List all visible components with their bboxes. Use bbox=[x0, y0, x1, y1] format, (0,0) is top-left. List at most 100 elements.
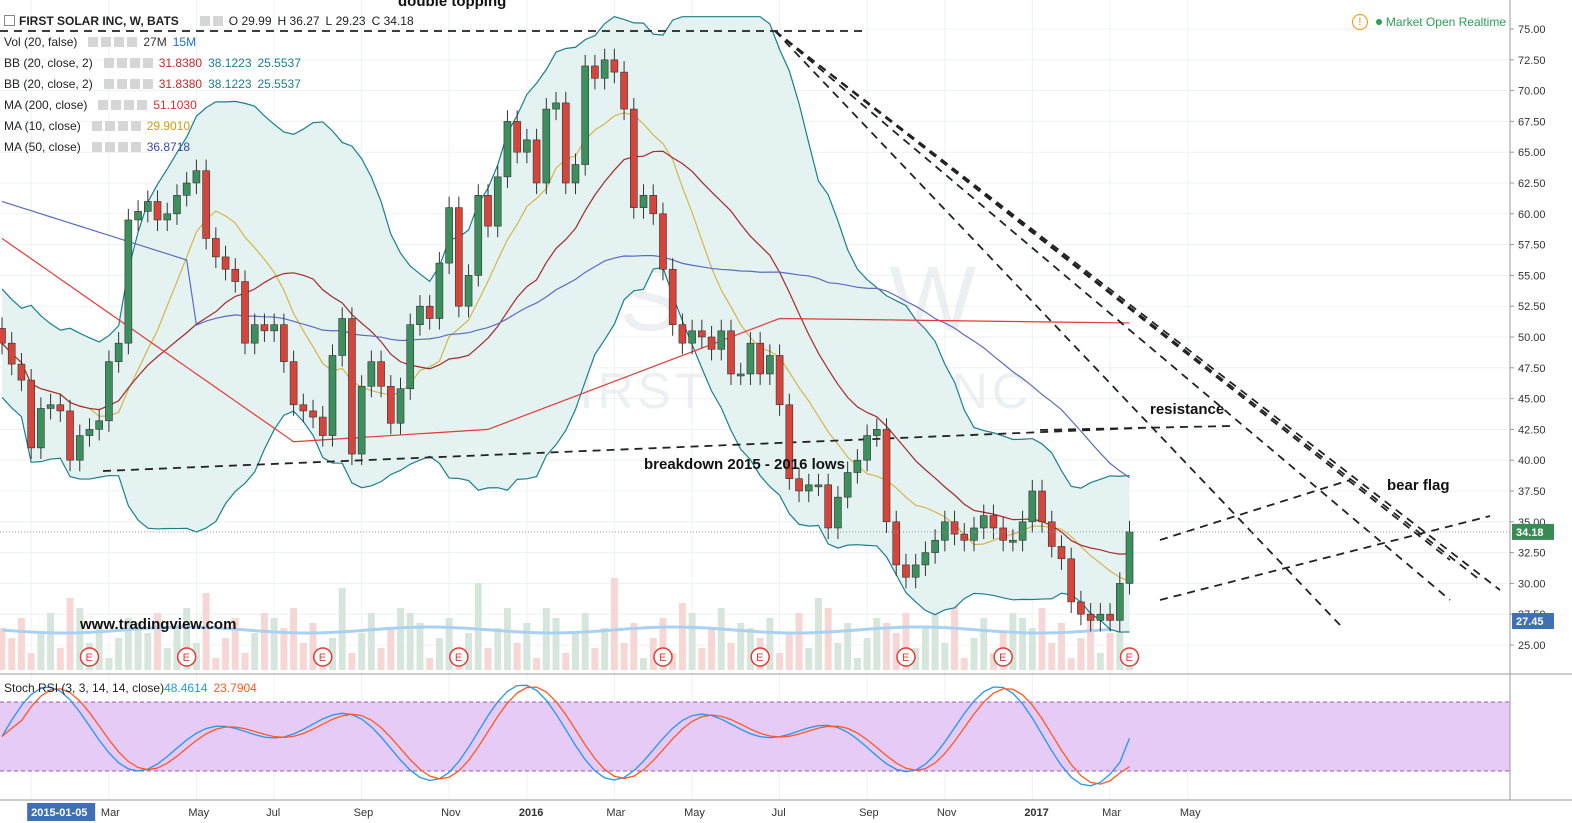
volume-bar bbox=[163, 648, 171, 670]
eye-icon[interactable] bbox=[104, 141, 115, 152]
close-icon[interactable] bbox=[137, 99, 148, 110]
legend-label[interactable]: MA (50, close) bbox=[4, 139, 81, 154]
volume-bar bbox=[912, 648, 920, 670]
add-icon[interactable] bbox=[117, 141, 128, 152]
legend-controls[interactable] bbox=[85, 36, 138, 47]
earnings-marker-label: E bbox=[85, 652, 92, 664]
volume-bar bbox=[309, 623, 317, 670]
candle-body bbox=[853, 459, 862, 473]
settings-icon[interactable] bbox=[103, 78, 114, 89]
volume-bar bbox=[270, 618, 278, 670]
earnings-marker bbox=[653, 647, 673, 667]
candle-body bbox=[571, 164, 580, 184]
volume-bar bbox=[630, 623, 638, 670]
volume-bar bbox=[1067, 658, 1075, 670]
legend-controls[interactable] bbox=[101, 57, 153, 68]
candle-body bbox=[834, 496, 842, 529]
close-icon[interactable] bbox=[130, 120, 141, 131]
close-icon[interactable] bbox=[130, 141, 141, 152]
eye-icon[interactable] bbox=[116, 57, 127, 68]
earnings-marker bbox=[750, 647, 770, 667]
volume-bar bbox=[212, 658, 220, 670]
volume-bar bbox=[358, 633, 366, 670]
y-tick-label: 52.50 bbox=[1518, 301, 1546, 313]
settings-icon[interactable] bbox=[103, 57, 114, 68]
collapse-toggle-icon[interactable] bbox=[4, 15, 15, 26]
legend-controls[interactable] bbox=[101, 78, 153, 89]
eye-icon[interactable] bbox=[116, 78, 127, 89]
x-tick-label: Mar bbox=[606, 807, 625, 819]
candle-body bbox=[0, 328, 6, 344]
legend-label[interactable]: MA (200, close) bbox=[4, 97, 88, 112]
add-icon[interactable] bbox=[124, 99, 135, 110]
legend-controls[interactable] bbox=[89, 120, 141, 131]
volume-bar bbox=[708, 628, 716, 670]
close-icon[interactable] bbox=[142, 78, 153, 89]
close-icon[interactable] bbox=[142, 57, 153, 68]
legend-value: 38.1223 bbox=[208, 76, 252, 91]
legend-label[interactable]: BB (20, close, 2) bbox=[4, 76, 93, 91]
legend-label[interactable]: MA (10, close) bbox=[4, 118, 81, 133]
candle-body bbox=[66, 410, 74, 461]
candle-body bbox=[95, 420, 103, 430]
market-status-text: Market Open bbox=[1385, 15, 1456, 29]
volume-bar bbox=[853, 658, 861, 670]
candle-body bbox=[804, 484, 813, 492]
volume-bar bbox=[144, 633, 152, 670]
x-tick-label: May bbox=[188, 807, 209, 819]
stoch-label[interactable]: Stoch RSI (3, 3, 14, 14, close) bbox=[4, 681, 165, 695]
symbol-title[interactable]: FIRST SOLAR INC, W, BATS bbox=[19, 13, 179, 28]
close-icon[interactable] bbox=[127, 36, 138, 47]
legend-controls[interactable] bbox=[95, 99, 148, 110]
double-topping-label: double topping bbox=[398, 0, 506, 10]
stoch-k-value: 48.4614 bbox=[164, 681, 208, 695]
candle-body bbox=[542, 108, 551, 184]
candle-body bbox=[173, 195, 181, 215]
candle-body bbox=[231, 268, 240, 282]
volume-bar bbox=[844, 623, 852, 670]
legend-row[interactable]: MA (50, close) 36.8718 bbox=[4, 136, 420, 157]
candle-body bbox=[309, 410, 317, 418]
candle-body bbox=[396, 388, 405, 424]
add-icon[interactable] bbox=[129, 57, 140, 68]
symbol-controls[interactable] bbox=[197, 15, 223, 26]
warning-icon[interactable]: ! bbox=[1351, 14, 1368, 30]
legend-row[interactable]: MA (10, close) 29.9010 bbox=[4, 115, 420, 136]
candle-body bbox=[1009, 539, 1017, 543]
legend-label[interactable]: BB (20, close, 2) bbox=[4, 55, 93, 70]
candle-body bbox=[532, 139, 541, 184]
legend-row[interactable]: Vol (20, false) 27M 15M bbox=[4, 31, 420, 52]
volume-bar bbox=[231, 618, 239, 670]
settings-icon[interactable] bbox=[91, 141, 102, 152]
settings-icon[interactable] bbox=[88, 36, 99, 47]
volume-bar bbox=[542, 608, 550, 670]
settings-icon[interactable] bbox=[91, 120, 102, 131]
add-icon[interactable] bbox=[129, 78, 140, 89]
volume-bar bbox=[37, 633, 45, 670]
fan-line bbox=[774, 30, 1341, 626]
candle-body bbox=[668, 268, 677, 325]
candle-body bbox=[1125, 531, 1134, 584]
eye-icon[interactable] bbox=[101, 36, 112, 47]
settings-icon[interactable] bbox=[98, 99, 109, 110]
eye-icon[interactable] bbox=[111, 99, 122, 110]
legend-value: 51.1030 bbox=[153, 97, 197, 112]
legend-controls[interactable] bbox=[89, 141, 141, 152]
volume-bar bbox=[328, 638, 336, 670]
candle-body bbox=[17, 363, 26, 381]
legend-row[interactable]: BB (20, close, 2) 31.8380 38.1223 25.5537 bbox=[4, 52, 420, 73]
candle-body bbox=[241, 281, 249, 344]
legend-label[interactable]: Vol (20, false) bbox=[4, 34, 78, 49]
eye-icon[interactable] bbox=[104, 120, 115, 131]
legend-row[interactable]: BB (20, close, 2) 31.8380 38.1223 25.5537 bbox=[4, 73, 420, 94]
eye-icon[interactable] bbox=[212, 15, 223, 26]
add-icon[interactable] bbox=[117, 120, 128, 131]
add-icon[interactable] bbox=[114, 36, 125, 47]
settings-icon[interactable] bbox=[199, 15, 210, 26]
x-tick-label: Sep bbox=[354, 807, 374, 819]
candle-body bbox=[56, 404, 65, 412]
candle-body bbox=[144, 201, 152, 212]
legend-row[interactable]: MA (200, close) 51.1030 bbox=[4, 94, 420, 115]
candle-body bbox=[280, 324, 288, 362]
